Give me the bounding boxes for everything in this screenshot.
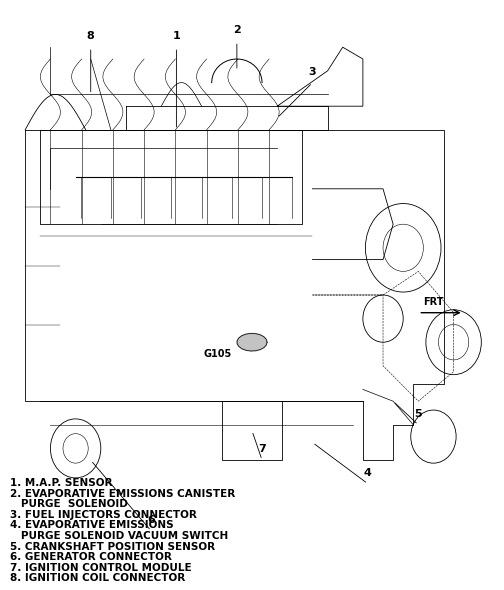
Text: 1: 1 — [172, 31, 180, 41]
Text: FRT: FRT — [423, 297, 444, 307]
Text: PURGE SOLENOID VACUUM SWITCH: PURGE SOLENOID VACUUM SWITCH — [10, 531, 228, 541]
Text: 7: 7 — [258, 444, 266, 454]
Text: 4: 4 — [364, 468, 372, 478]
Text: 3. FUEL INJECTORS CONNECTOR: 3. FUEL INJECTORS CONNECTOR — [10, 510, 197, 520]
Text: 5: 5 — [414, 409, 422, 419]
Text: 5. CRANKSHAFT POSITION SENSOR: 5. CRANKSHAFT POSITION SENSOR — [10, 542, 215, 552]
Text: 7. IGNITION CONTROL MODULE: 7. IGNITION CONTROL MODULE — [10, 563, 192, 573]
Text: PURGE  SOLENOID: PURGE SOLENOID — [10, 499, 128, 509]
Text: 2. EVAPORATIVE EMISSIONS CANISTER: 2. EVAPORATIVE EMISSIONS CANISTER — [10, 489, 235, 499]
Text: 8: 8 — [87, 31, 95, 41]
Text: 3: 3 — [308, 67, 317, 77]
Text: 1. M.A.P. SENSOR: 1. M.A.P. SENSOR — [10, 478, 112, 488]
Text: 4. EVAPORATIVE EMISSIONS: 4. EVAPORATIVE EMISSIONS — [10, 520, 174, 530]
Text: 2: 2 — [233, 25, 241, 35]
Text: 8. IGNITION COIL CONNECTOR: 8. IGNITION COIL CONNECTOR — [10, 573, 185, 584]
Text: 6: 6 — [147, 515, 155, 525]
Text: 6. GENERATOR CONNECTOR: 6. GENERATOR CONNECTOR — [10, 552, 172, 562]
Text: G105: G105 — [204, 349, 232, 359]
Polygon shape — [237, 333, 267, 351]
